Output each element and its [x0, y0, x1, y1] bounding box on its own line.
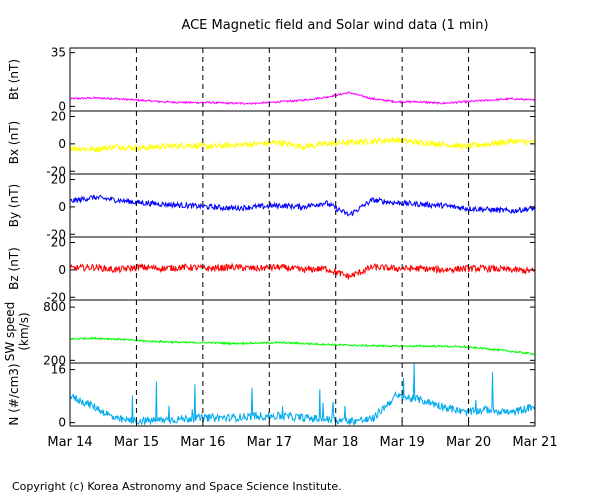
bz-ytick-label: -20: [46, 290, 66, 304]
by-ytick-label: -20: [46, 227, 66, 241]
speed-ylabel: (km/s): [17, 312, 31, 350]
speed-panel-frame: [69, 299, 536, 364]
bx-ytick-label: 20: [51, 109, 66, 123]
bz-ytick-label: 20: [51, 235, 66, 249]
xtick-label: Mar 15: [114, 435, 159, 450]
bz-ylabel: Bz (nT): [7, 247, 21, 290]
speed-ytick-label: 200: [43, 353, 66, 367]
bx-ytick-label: 0: [58, 137, 66, 151]
by-series-line: [69, 194, 536, 217]
by-ytick-label: 20: [51, 172, 66, 186]
bx-series-line: [70, 136, 536, 154]
by-panel-frame: [69, 173, 536, 238]
bx-panel-frame: [69, 110, 536, 175]
speed-ylabel: SW speed: [3, 302, 17, 362]
bz-series-line: [69, 262, 536, 280]
density-ytick-label: 16: [51, 363, 66, 377]
by-ylabel: By (nT): [7, 184, 21, 227]
chart-title: ACE Magnetic field and Solar wind data (…: [181, 18, 489, 33]
xtick-label: Mar 18: [313, 435, 358, 450]
speed-ytick-label: 800: [43, 300, 66, 314]
bt-series-line: [69, 91, 536, 106]
bt-ytick-label: 35: [51, 46, 66, 60]
xtick-label: Mar 17: [247, 435, 292, 450]
density-ytick-label: 0: [58, 416, 66, 430]
density-panel-frame: [69, 362, 536, 427]
by-ytick-label: 0: [58, 200, 66, 214]
bx-ylabel: Bx (nT): [7, 121, 21, 164]
xtick-label: Mar 20: [446, 435, 491, 450]
xtick-label: Mar 16: [180, 435, 225, 450]
bz-ytick-label: 0: [58, 263, 66, 277]
copyright-notice: Copyright (c) Korea Astronomy and Space …: [12, 480, 342, 493]
xtick-label: Mar 19: [380, 435, 425, 450]
density-series-line: [69, 362, 536, 426]
bx-ytick-label: -20: [46, 164, 66, 178]
speed-series-line: [69, 336, 536, 356]
bt-ylabel: Bt (nT): [7, 59, 21, 100]
density-ylabel: N (#/cm3): [7, 363, 21, 425]
bt-ytick-label: 0: [58, 99, 66, 113]
xtick-label: Mar 21: [512, 435, 557, 450]
xtick-label: Mar 14: [47, 435, 92, 450]
